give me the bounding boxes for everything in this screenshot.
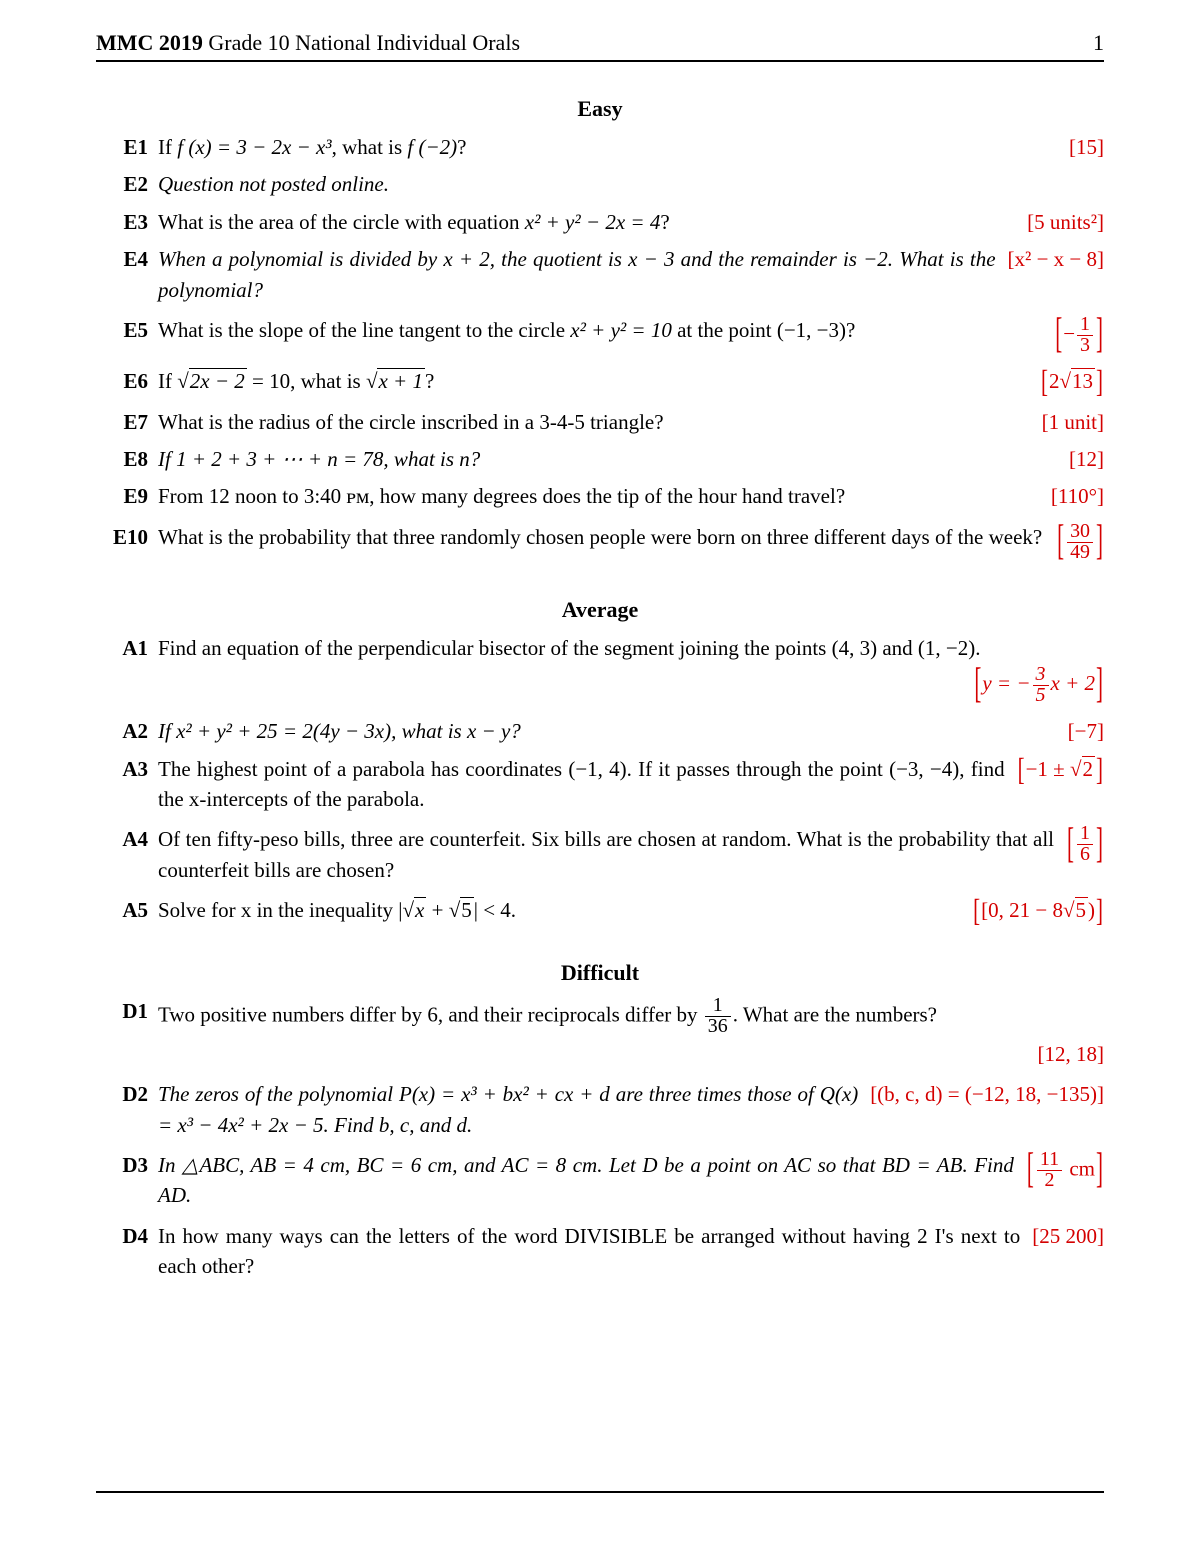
question-E6: E6 [213] If 2x − 2 = 10, what is x + 1?	[96, 366, 1104, 396]
question-label: D1	[96, 996, 158, 1026]
question-label: E7	[96, 407, 158, 437]
header-title-bold: MMC 2019	[96, 30, 203, 55]
question-E1: E1 [15] If f (x) = 3 − 2x − x³, what is …	[96, 132, 1104, 162]
question-label: D3	[96, 1150, 158, 1180]
question-label: E3	[96, 207, 158, 237]
question-D1: D1 Two positive numbers differ by 6, and…	[96, 996, 1104, 1069]
question-label: E4	[96, 244, 158, 274]
question-body: [−13] What is the slope of the line tang…	[158, 315, 1104, 356]
answer: [12]	[1069, 444, 1104, 474]
section-heading-easy: Easy	[96, 96, 1104, 122]
question-body: [[0, 21 − 85)] Solve for x in the inequa…	[158, 895, 1104, 925]
question-body: [(b, c, d) = (−12, 18, −135)] The zeros …	[158, 1079, 1104, 1140]
question-label: E8	[96, 444, 158, 474]
question-body: [−7] If x² + y² + 25 = 2(4y − 3x), what …	[158, 716, 1104, 746]
answer: [16]	[1066, 824, 1104, 865]
answer: [−13]	[1054, 315, 1104, 356]
question-label: A4	[96, 824, 158, 854]
question-E9: E9 [110°] From 12 noon to 3:40 ᴘᴍ, how m…	[96, 481, 1104, 511]
question-body: [110°] From 12 noon to 3:40 ᴘᴍ, how many…	[158, 481, 1104, 511]
question-E7: E7 [1 unit] What is the radius of the ci…	[96, 407, 1104, 437]
question-body: Question not posted online.	[158, 169, 1104, 199]
answer: [−7]	[1068, 716, 1104, 746]
answer: [110°]	[1051, 481, 1104, 511]
question-E4: E4 [x² − x − 8] When a polynomial is div…	[96, 244, 1104, 305]
question-body: [12] If 1 + 2 + 3 + ⋯ + n = 78, what is …	[158, 444, 1104, 474]
question-A4: A4 [16] Of ten fifty-peso bills, three a…	[96, 824, 1104, 885]
question-label: E9	[96, 481, 158, 511]
question-body: Find an equation of the perpendicular bi…	[158, 633, 1104, 706]
answer: [5 units²]	[1027, 207, 1104, 237]
question-label: E10	[96, 522, 158, 552]
answer: [112 cm]	[1026, 1150, 1104, 1191]
page: MMC 2019 Grade 10 National Individual Or…	[0, 0, 1200, 1553]
question-body: [213] If 2x − 2 = 10, what is x + 1?	[158, 366, 1104, 396]
answer: [15]	[1069, 132, 1104, 162]
answer: [213]	[1040, 366, 1104, 396]
question-A1: A1 Find an equation of the perpendicular…	[96, 633, 1104, 706]
answer: [3049]	[1056, 522, 1104, 563]
question-E2: E2 Question not posted online.	[96, 169, 1104, 199]
question-A3: A3 [−1 ± 2] The highest point of a parab…	[96, 754, 1104, 815]
question-body: [−1 ± 2] The highest point of a parabola…	[158, 754, 1104, 815]
question-E10: E10 [3049] What is the probability that …	[96, 522, 1104, 563]
section-heading-difficult: Difficult	[96, 960, 1104, 986]
answer: [12, 18]	[158, 1039, 1104, 1069]
question-E3: E3 [5 units²] What is the area of the ci…	[96, 207, 1104, 237]
answer: [x² − x − 8]	[1008, 244, 1104, 274]
question-body: [112 cm] In △ABC, AB = 4 cm, BC = 6 cm, …	[158, 1150, 1104, 1211]
question-D4: D4 [25 200] In how many ways can the let…	[96, 1221, 1104, 1282]
question-D3: D3 [112 cm] In △ABC, AB = 4 cm, BC = 6 c…	[96, 1150, 1104, 1211]
question-A5: A5 [[0, 21 − 85)] Solve for x in the ine…	[96, 895, 1104, 925]
question-label: D2	[96, 1079, 158, 1109]
answer: [25 200]	[1032, 1221, 1104, 1251]
question-label: A1	[96, 633, 158, 663]
answer: [1 unit]	[1042, 407, 1104, 437]
question-label: A5	[96, 895, 158, 925]
question-D2: D2 [(b, c, d) = (−12, 18, −135)] The zer…	[96, 1079, 1104, 1140]
question-label: D4	[96, 1221, 158, 1251]
question-E8: E8 [12] If 1 + 2 + 3 + ⋯ + n = 78, what …	[96, 444, 1104, 474]
answer: [−1 ± 2]	[1017, 754, 1104, 784]
header-title-rest: Grade 10 National Individual Orals	[203, 30, 520, 55]
question-A2: A2 [−7] If x² + y² + 25 = 2(4y − 3x), wh…	[96, 716, 1104, 746]
question-body: [16] Of ten fifty-peso bills, three are …	[158, 824, 1104, 885]
question-body: [x² − x − 8] When a polynomial is divide…	[158, 244, 1104, 305]
question-body: [1 unit] What is the radius of the circl…	[158, 407, 1104, 437]
question-label: E5	[96, 315, 158, 345]
header-title: MMC 2019 Grade 10 National Individual Or…	[96, 30, 520, 56]
question-label: E1	[96, 132, 158, 162]
question-body: [15] If f (x) = 3 − 2x − x³, what is f (…	[158, 132, 1104, 162]
question-label: A2	[96, 716, 158, 746]
answer: [y = −35x + 2]	[158, 665, 1104, 706]
question-body: [5 units²] What is the area of the circl…	[158, 207, 1104, 237]
question-body: [3049] What is the probability that thre…	[158, 522, 1104, 563]
page-header: MMC 2019 Grade 10 National Individual Or…	[96, 30, 1104, 62]
question-body: Two positive numbers differ by 6, and th…	[158, 996, 1104, 1069]
answer: [[0, 21 − 85)]	[972, 895, 1104, 925]
question-label: A3	[96, 754, 158, 784]
question-E5: E5 [−13] What is the slope of the line t…	[96, 315, 1104, 356]
question-body: [25 200] In how many ways can the letter…	[158, 1221, 1104, 1282]
footer-rule	[96, 1491, 1104, 1493]
question-label: E6	[96, 366, 158, 396]
page-number: 1	[1093, 30, 1104, 56]
question-label: E2	[96, 169, 158, 199]
answer: [(b, c, d) = (−12, 18, −135)]	[870, 1079, 1104, 1109]
section-heading-average: Average	[96, 597, 1104, 623]
